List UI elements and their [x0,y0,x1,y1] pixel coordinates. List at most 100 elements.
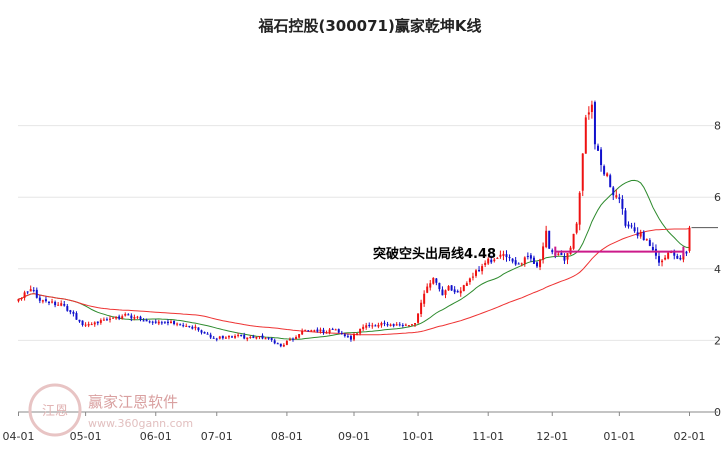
watermark-url: www.360gann.com [88,417,193,430]
candle-body [304,329,307,331]
candle-body [78,319,81,322]
candle-body [258,336,261,338]
chart-title: 福石控股(300071)赢家乾坤K线 [258,17,482,35]
candle-body [231,336,233,338]
candle-body [633,227,636,232]
candle-body [26,291,29,293]
candle-body [176,323,179,325]
candle-body [368,324,371,326]
candle-body [221,335,224,339]
watermark-name: 赢家江恩软件 [88,393,178,411]
candle-body [246,337,249,340]
candle-body [325,332,328,334]
candle-body [572,233,575,249]
candle-body [337,329,340,333]
candle-body [328,329,331,333]
candle-body [23,292,26,298]
candle-body [44,299,47,302]
x-tick-label: 01-01 [603,430,635,443]
candle-body [365,325,368,328]
candle-body [548,230,551,249]
candle-body [679,257,682,260]
candle-body [118,316,121,319]
candle-body [112,317,115,319]
candle-body [597,145,599,151]
candle-body [664,257,667,260]
candle-body [407,325,410,327]
candle-body [234,335,237,338]
candle-body [536,262,538,267]
candle-body [133,317,136,319]
candle-body [587,112,590,115]
candle-body [636,232,639,236]
x-tick-label: 02-01 [674,430,706,443]
candle-body [414,323,416,325]
candle-body [212,337,215,339]
candle-body [72,311,75,314]
candle-body [276,343,279,345]
candle-body [319,329,322,332]
candle-body [499,254,502,257]
candle-body [581,153,584,191]
candle-body [423,293,426,304]
candle-body [206,333,209,335]
candle-body [578,192,581,225]
y-tick-label: 8 [714,120,721,133]
candle-body [532,257,535,264]
candle-body [170,321,172,324]
x-tick-label: 11-01 [472,430,504,443]
signal-annotation: 突破空头出局线4.48 [373,246,496,262]
candle-body [651,246,654,251]
candle-body [157,321,160,324]
candle-body [93,322,96,325]
candle-body [270,338,273,340]
y-tick-label: 6 [714,191,721,204]
candle-body [139,316,142,320]
candle-body [356,333,359,335]
candle-body [508,257,511,259]
x-tick-label: 07-01 [201,430,233,443]
candle-body [566,253,569,260]
candle-body [658,256,660,263]
candle-body [313,330,316,332]
candle-body [383,322,386,324]
candle-body [438,282,441,290]
candle-body [395,324,398,326]
candle-body [386,324,389,326]
candle-body [429,283,432,288]
candle-body [127,314,130,316]
candle-body [32,290,35,292]
x-tick-label: 12-01 [536,430,568,443]
x-tick-label: 09-01 [338,430,370,443]
candle-body [17,298,20,302]
candle-body [96,321,99,324]
candle-body [627,224,630,227]
candle-body [179,324,182,326]
x-tick-label: 06-01 [140,430,172,443]
candle-body [685,251,688,254]
candle-body [343,334,346,337]
candle-body [478,269,481,271]
candle-body [54,301,57,306]
candle-body [75,313,78,320]
candle-body [130,315,133,319]
candle-body [301,330,304,335]
candle-body [197,327,200,331]
candle-body [456,291,459,293]
candle-body [606,173,609,176]
candle-body [163,321,166,323]
candle-body [160,322,163,324]
candle-body [215,338,218,340]
candle-body [200,330,203,333]
candle-body [392,324,395,326]
candle-body [465,283,468,286]
candle-body [615,195,618,198]
candle-body [624,210,627,226]
candle-body [505,254,508,258]
candle-body [346,336,349,338]
x-tick-label: 04-01 [3,430,35,443]
candle-body [35,289,38,298]
candle-body [273,340,276,344]
candle-body [38,297,41,301]
candle-body [166,321,169,324]
